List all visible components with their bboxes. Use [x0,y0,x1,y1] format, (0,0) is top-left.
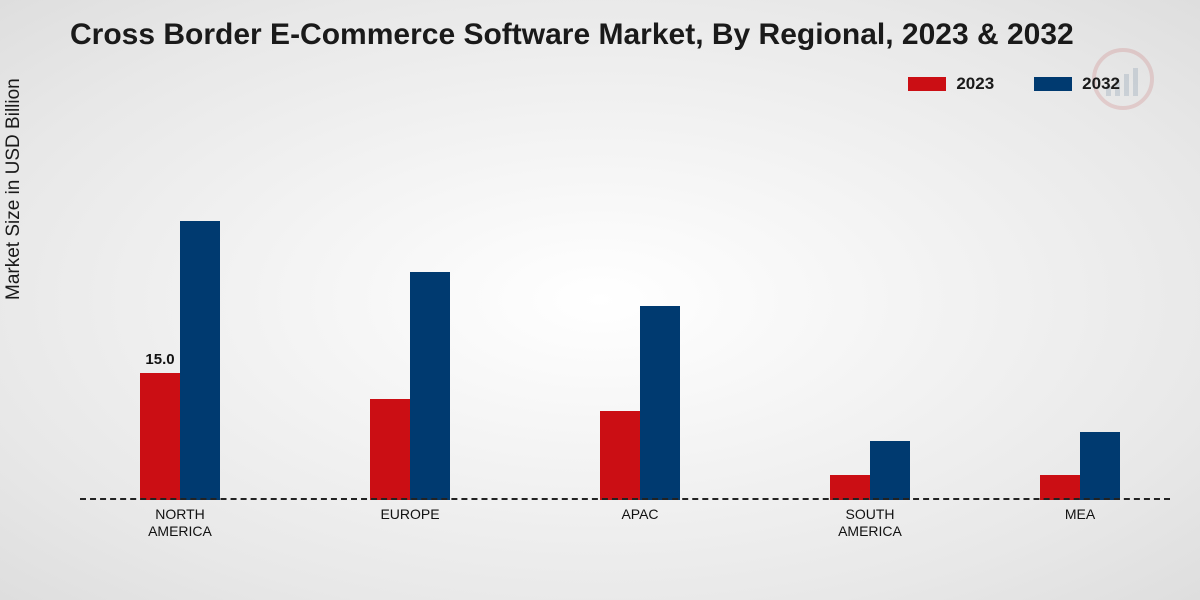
plot-area: 15.0 [80,120,1170,500]
chart-title: Cross Border E-Commerce Software Market,… [70,18,1074,52]
category-label-apac: APAC [560,506,720,523]
bar-europe-2032 [410,272,450,500]
bar-group-sa [810,441,930,500]
legend-label-2023: 2023 [956,74,994,94]
legend: 2023 2032 [908,74,1120,94]
bar-apac-2023 [600,411,640,500]
category-label-europe: EUROPE [330,506,490,523]
bar-apac-2032 [640,306,680,500]
chart-canvas: Cross Border E-Commerce Software Market,… [0,0,1200,600]
bar-sa-2032 [870,441,910,500]
bar-sa-2023 [830,475,870,500]
category-label-na: NORTHAMERICA [100,506,260,540]
bar-mea-2023 [1040,475,1080,500]
bar-group-europe [350,272,470,500]
bar-group-apac [580,306,700,500]
bar-na-2032 [180,221,220,500]
legend-label-2032: 2032 [1082,74,1120,94]
bar-europe-2023 [370,399,410,500]
legend-item-2032: 2032 [1034,74,1120,94]
bar-mea-2032 [1080,432,1120,500]
legend-swatch-2032 [1034,77,1072,91]
bar-group-na: 15.0 [120,221,240,500]
legend-swatch-2023 [908,77,946,91]
bar-na-2023: 15.0 [140,373,180,500]
bar-label-na-2023: 15.0 [145,351,174,368]
category-labels: NORTHAMERICA EUROPE APAC SOUTHAMERICA ME… [80,500,1170,560]
legend-item-2023: 2023 [908,74,994,94]
category-label-mea: MEA [1000,506,1160,523]
category-label-sa: SOUTHAMERICA [790,506,950,540]
y-axis-label: Market Size in USD Billion [3,78,25,300]
bar-group-mea [1020,432,1140,500]
